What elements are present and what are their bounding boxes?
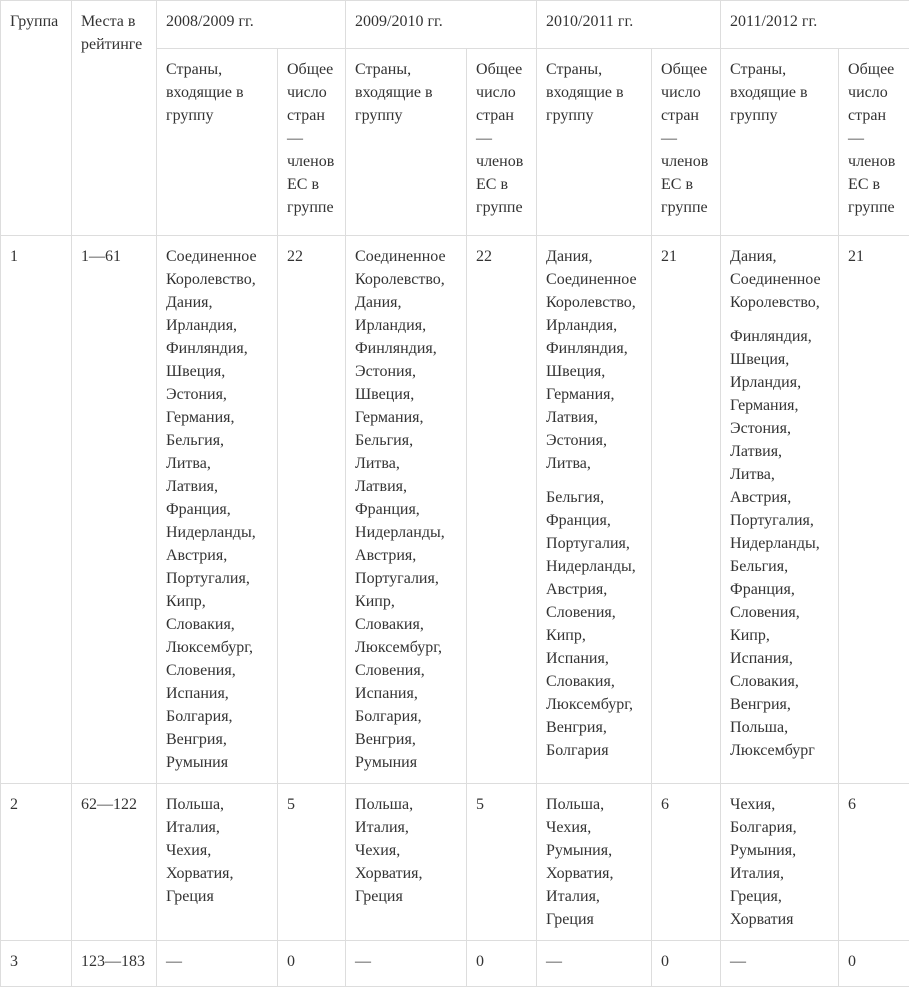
header-year-2008-2009: 2008/2009 гг. [155, 0, 347, 49]
total-cell: 5 [466, 783, 538, 941]
countries-cell: Польша, Италия, Чехия, Хорватия, Греция [156, 783, 278, 941]
countries-cell: Польша, Италия, Чехия, Хорватия, Греция [345, 783, 468, 941]
total-cell: 0 [276, 940, 347, 987]
header-group: Группа [0, 0, 72, 236]
total-cell: 5 [276, 783, 347, 941]
table-row: 2 62—122 Польша, Италия, Чехия, Хорватия, Грец… [0, 783, 909, 941]
countries-cell: Дания, Соединенное Королевство, Ирландия, Ф… [536, 235, 653, 784]
places-cell: 1—61 [71, 235, 157, 784]
header-total: Общее число стран — членов ЕС в группе [651, 48, 722, 236]
countries-cell: Соединенное Королевство, Дания, Ирландия, Ф… [156, 235, 278, 784]
total-cell: 6 [838, 783, 909, 941]
header-countries: Страны, входящие в группу [156, 48, 278, 236]
header-total: Общее число стран — членов ЕС в группе [276, 48, 347, 236]
total-cell: 0 [838, 940, 909, 987]
table-body: 1 1—61 Соединенное Королевство, Дания, Ирлан… [0, 235, 909, 987]
header-places: Места в рейтинге [71, 0, 157, 236]
total-cell: 21 [838, 235, 909, 784]
table-row: 1 1—61 Соединенное Королевство, Дания, Ирлан… [0, 235, 909, 784]
header-year-2009-2010: 2009/2010 гг. [345, 0, 538, 49]
total-cell: 0 [651, 940, 722, 987]
header-countries: Страны, входящие в группу [720, 48, 840, 236]
subheader-row: Страны, входящие в группу Общее число ст… [1, 48, 909, 236]
header-total: Общее число стран — членов ЕС в группе [466, 48, 538, 236]
countries-cell: Польша, Чехия, Румыния, Хорватия, Италия, Гре… [536, 783, 653, 941]
header-year-2010-2011: 2010/2011 гг. [536, 0, 722, 49]
total-cell: 0 [466, 940, 538, 987]
header-total: Общее число стран — членов ЕС в группе [838, 48, 909, 236]
total-cell: 22 [276, 235, 347, 784]
countries-cell: — [156, 940, 278, 987]
header-year-2011-2012: 2011/2012 гг. [720, 0, 909, 49]
countries-cell: — [720, 940, 840, 987]
countries-cell: Чехия, Болгария, Румыния, Италия, Греция, Хор… [720, 783, 840, 941]
countries-cell: Дания, Соединенное Королевство, Финляндия,… [720, 235, 840, 784]
countries-cell: — [345, 940, 468, 987]
total-cell: 6 [651, 783, 722, 941]
total-cell: 22 [466, 235, 538, 784]
countries-cell: Соединенное Королевство, Дания, Ирландия, Ф… [345, 235, 468, 784]
places-cell: 123—183 [71, 940, 157, 987]
year-header-row: Группа Места в рейтинге 2008/2009 гг. 20… [0, 0, 909, 236]
places-cell: 62—122 [71, 783, 157, 941]
group-cell: 3 [0, 940, 72, 987]
header-countries: Страны, входящие в группу [345, 48, 468, 236]
group-cell: 2 [0, 783, 72, 941]
total-cell: 21 [651, 235, 722, 784]
countries-cell: — [536, 940, 653, 987]
table-row: 3 123—183—0—0—0—0 [0, 940, 909, 987]
header-countries: Страны, входящие в группу [536, 48, 653, 236]
group-cell: 1 [0, 235, 72, 784]
